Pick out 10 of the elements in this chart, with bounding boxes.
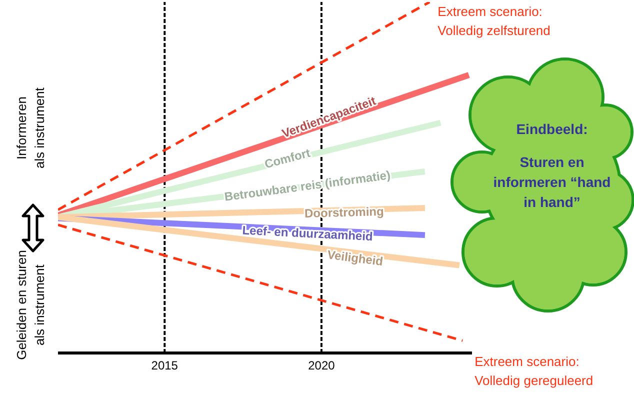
series-label: Extreem scenario: Volledig gereguleerd	[474, 354, 594, 388]
series-label: Extreem scenario: Volledig zelfsturend	[438, 4, 550, 38]
x-tick-label: 2015	[151, 358, 178, 373]
x-tick-label: 2020	[308, 358, 336, 373]
series-label: Leef- en duurzaamheid	[242, 223, 374, 244]
text: Sturen en informeren “hand in hand”	[492, 153, 612, 212]
text: Eindbeeld:	[516, 121, 588, 137]
text: Veiligheid	[326, 248, 384, 269]
text: Geleiden en sturen als instrument	[14, 250, 47, 360]
text: Informeren als instrument	[14, 87, 47, 168]
